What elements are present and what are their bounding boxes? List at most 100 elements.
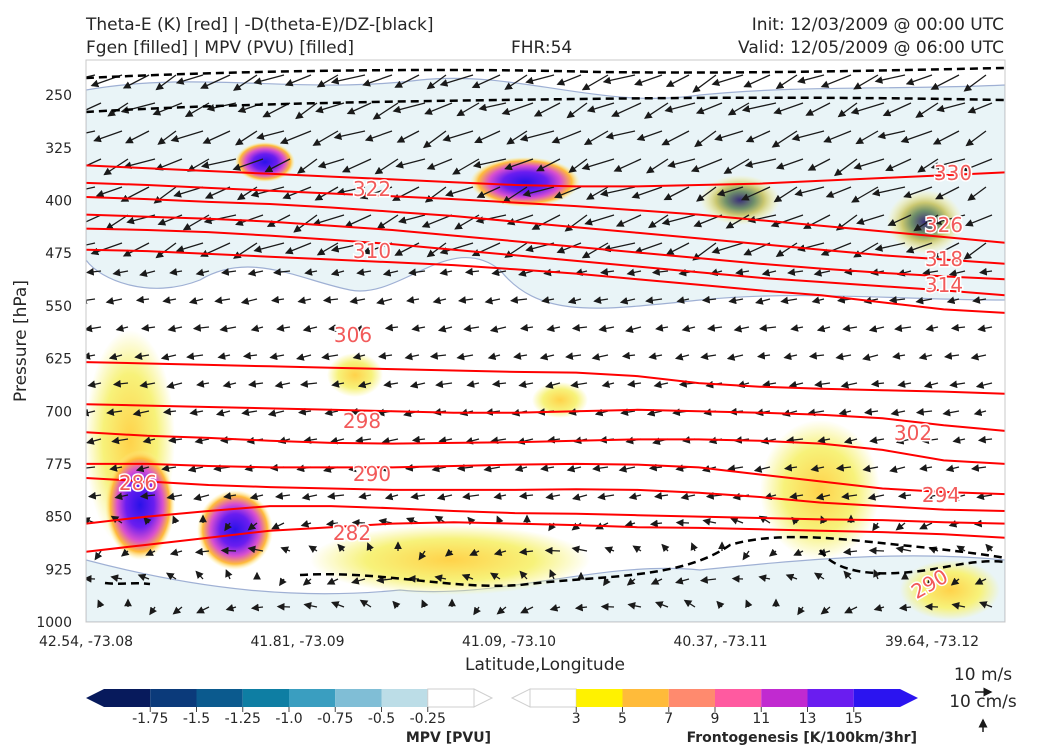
- wind-vector: [905, 242, 933, 254]
- wind-vector: [870, 379, 885, 388]
- wind-vector: [707, 324, 723, 332]
- wind-vector: [549, 604, 561, 612]
- wind-vector: [189, 408, 204, 416]
- wind-vector: [312, 214, 345, 227]
- wind-vector: [714, 130, 744, 142]
- wind-vector: [297, 296, 312, 305]
- wind-vector: [892, 352, 906, 360]
- wind-vector: [474, 130, 501, 144]
- wind-vector: [546, 324, 561, 333]
- wind-vector: [86, 74, 96, 78]
- wind-vector: [392, 186, 420, 201]
- wind-vector: [200, 158, 237, 169]
- wind-vector: [665, 242, 690, 255]
- wind-vector: [648, 352, 663, 360]
- wind-vector: [675, 577, 690, 585]
- wind-vector: [219, 324, 237, 333]
- wind-vector: [775, 74, 798, 90]
- wind-vector: [284, 74, 312, 87]
- wind-vector: [187, 158, 210, 172]
- wind-vector: [295, 102, 318, 120]
- wind-vector: [279, 130, 312, 145]
- wind-vector: [161, 464, 177, 473]
- wind-vector: [631, 186, 663, 199]
- wind-vector: [426, 74, 447, 90]
- wind-vector: [193, 493, 210, 501]
- wind-vector: [329, 436, 345, 445]
- wind-vector: [842, 547, 858, 556]
- wind-vector: [817, 436, 831, 444]
- wind-vector: [619, 297, 636, 305]
- wind-vector: [701, 295, 717, 304]
- wind-vector: [155, 242, 177, 259]
- wind-vector: [661, 214, 696, 226]
- wind-vector: [950, 577, 960, 586]
- wind-vector: [426, 158, 453, 170]
- wind-vector: [418, 550, 427, 561]
- wind-vector: [922, 268, 939, 277]
- wind-vector: [354, 325, 372, 333]
- wind-vector: [300, 520, 312, 528]
- wind-vector: [770, 214, 804, 228]
- wind-vector: [487, 352, 501, 361]
- fgen-colorbar-cell: [668, 689, 715, 707]
- wind-vector: [932, 130, 960, 145]
- wind-vector: [520, 323, 534, 332]
- y-tick-label: 325: [45, 141, 72, 157]
- wind-vector: [838, 408, 852, 416]
- wind-vector: [791, 130, 825, 142]
- wind-vector: [864, 407, 879, 416]
- fgen-colorbar-cell: [761, 689, 808, 707]
- wind-vector: [963, 242, 987, 260]
- theta-e-line-310: [86, 248, 1005, 314]
- wind-vector: [302, 577, 312, 586]
- wind-vector: [240, 297, 258, 305]
- wind-vector: [327, 492, 345, 500]
- wind-vector: [661, 543, 670, 553]
- wind-vector: [762, 380, 777, 388]
- mpv-tick-label: -0.75: [317, 711, 353, 727]
- wind-vector: [355, 436, 372, 444]
- wind-vector: [362, 74, 393, 87]
- wind-vector: [333, 130, 366, 141]
- wind-vector: [194, 436, 210, 445]
- mpv-tick-label: -0.25: [410, 711, 446, 727]
- wind-vector: [86, 186, 96, 190]
- theta-e-label: 310: [353, 239, 391, 263]
- wind-vector: [862, 353, 879, 361]
- mpv-colorbar-cell: [196, 689, 243, 707]
- wind-vector: [962, 158, 993, 172]
- wind-vector: [195, 268, 210, 277]
- wind-vector: [382, 269, 399, 277]
- wind-vector: [504, 74, 528, 90]
- wind-vector: [814, 572, 825, 581]
- wind-vector: [676, 296, 690, 304]
- wind-vector: [601, 380, 615, 388]
- wind-vector: [232, 158, 264, 171]
- wind-vector: [456, 102, 480, 117]
- wind-vector: [571, 545, 588, 554]
- wind-vector: [525, 74, 555, 85]
- fgen-core: [700, 175, 780, 225]
- wind-vector: [404, 352, 420, 361]
- wind-vector: [123, 158, 156, 170]
- wind-vector: [627, 379, 642, 388]
- wind-vector: [86, 464, 96, 472]
- wind-vector: [545, 492, 561, 501]
- wind-vector: [409, 381, 426, 389]
- wind-vector: [789, 492, 804, 500]
- wind-vector: [301, 492, 318, 501]
- wind-vector: [811, 296, 825, 304]
- wind-vector: [506, 130, 528, 145]
- wind-vector: [727, 464, 744, 473]
- fgen-colorbar: 3 5 7 9 11 13 15 Frontogenesis [K/100km/3hr]: [510, 688, 918, 746]
- wind-vector: [786, 436, 804, 444]
- wind-vector: [944, 352, 960, 360]
- wind-vector: [221, 268, 237, 276]
- wind-vector: [324, 408, 339, 417]
- wind-vector: [868, 325, 885, 333]
- wind-vector: [833, 158, 858, 177]
- wind-vector: [787, 268, 804, 276]
- wind-vector: [790, 324, 804, 332]
- wind-vector: [636, 130, 663, 142]
